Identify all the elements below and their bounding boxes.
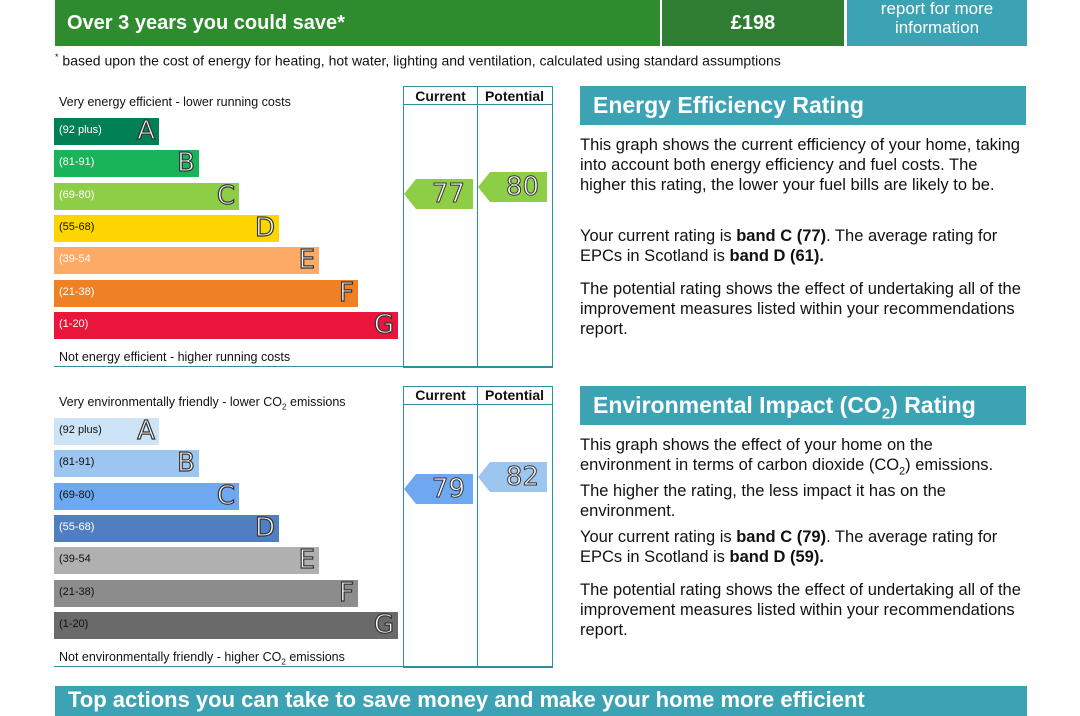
energy-section-title: Energy Efficiency Rating [580, 86, 1026, 125]
energy-paragraph-3: The potential rating shows the effect of… [580, 280, 1021, 338]
header-divider [403, 104, 552, 105]
band-range-label: (21-38) [59, 585, 95, 598]
band-letter: D [254, 212, 275, 243]
band-range-label: (21-38) [59, 285, 95, 298]
energy-paragraph-2: Your current rating is band C (77). The … [580, 227, 998, 265]
potential-rating-arrow: 82 [478, 462, 547, 492]
potential-column-header: Potential [484, 88, 545, 104]
current-column-header: Current [415, 88, 466, 104]
band-letter: A [137, 416, 156, 446]
column-divider [477, 386, 478, 667]
chart-bottom-line [54, 666, 552, 667]
band-letter: B [177, 448, 196, 479]
band-range-label: (92 plus) [59, 124, 102, 136]
band-letter: E [298, 245, 316, 276]
chart-bottom-label: Not energy efficient - higher running co… [59, 350, 291, 364]
rating-band-b: (81-91) B [54, 148, 199, 179]
band-letter: E [298, 545, 316, 576]
band-letter: C [216, 180, 235, 211]
chart-bottom-label: Not environmentally friendly - higher CO… [59, 650, 345, 667]
band-range-label: (1-20) [59, 617, 89, 630]
band-letter: B [177, 148, 196, 179]
rating-columns-frame [403, 386, 553, 668]
band-range-label: (81-91) [59, 156, 95, 169]
savings-footnote: * based upon the cost of energy for heat… [55, 52, 781, 69]
band-letter: G [373, 309, 394, 340]
rating-band-d: (55-68) D [54, 512, 279, 543]
co2-section-title: Environmental Impact (CO2) Rating [580, 386, 1026, 425]
band-letter: D [254, 512, 275, 543]
rating-band-c: (69-80) C [54, 480, 239, 511]
chart-top-label: Very energy efficient - lower running co… [59, 95, 291, 109]
rating-band-f: (21-38) F [54, 277, 358, 308]
potential-column-header: Potential [484, 387, 545, 403]
rating-band-b: (81-91) B [54, 448, 199, 479]
band-range-label: (92 plus) [59, 424, 102, 436]
band-range-label: (55-68) [59, 220, 95, 233]
rating-band-e: (39-54 E [54, 245, 319, 276]
potential-rating-arrow: 80 [478, 172, 547, 202]
band-letter: F [338, 277, 354, 308]
more-info-line1: report for more [880, 0, 994, 18]
band-range-label: (1-20) [59, 317, 89, 330]
rating-band-g: (1-20) G [54, 609, 398, 640]
current-rating-arrow: 79 [404, 474, 473, 504]
rating-band-g: (1-20) G [54, 309, 398, 340]
co2-paragraph-1: This graph shows the effect of your home… [580, 436, 994, 521]
band-letter: G [373, 609, 394, 640]
co2-paragraph-3: The potential rating shows the effect of… [580, 581, 1021, 639]
rating-band-e: (39-54 E [54, 545, 319, 576]
rating-band-f: (21-38) F [54, 577, 358, 608]
rating-band-a: (92 plus) A [54, 416, 159, 446]
band-range-label: (69-80) [59, 488, 95, 501]
co2-paragraph-2: Your current rating is band C (79). The … [580, 528, 998, 566]
header-divider [403, 404, 552, 405]
energy-paragraph-1: This graph shows the current efficiency … [580, 136, 1020, 194]
band-range-label: (39-54 [59, 253, 91, 266]
savings-label: Over 3 years you could save* [55, 0, 660, 46]
savings-value: £198 [662, 0, 844, 46]
rating-band-d: (55-68) D [54, 212, 279, 243]
rating-band-c: (69-80) C [54, 180, 239, 211]
band-range-label: (69-80) [59, 188, 95, 201]
band-range-label: (39-54 [59, 553, 91, 566]
current-rating-arrow: 77 [404, 179, 473, 209]
rating-band-a: (92 plus) A [54, 116, 159, 146]
more-info-line2: information [894, 18, 980, 37]
chart-bottom-line [54, 366, 552, 367]
band-letter: C [216, 480, 235, 511]
top-actions-heading: Top actions you can take to save money a… [55, 686, 1027, 716]
column-divider [477, 86, 478, 367]
band-letter: A [137, 116, 156, 146]
band-range-label: (81-91) [59, 456, 95, 469]
more-info-link[interactable]: report for more information [847, 0, 1027, 46]
rating-columns-frame [403, 86, 553, 368]
chart-top-label: Very environmentally friendly - lower CO… [59, 395, 346, 412]
band-range-label: (55-68) [59, 520, 95, 533]
current-column-header: Current [415, 387, 466, 403]
band-letter: F [338, 577, 354, 608]
